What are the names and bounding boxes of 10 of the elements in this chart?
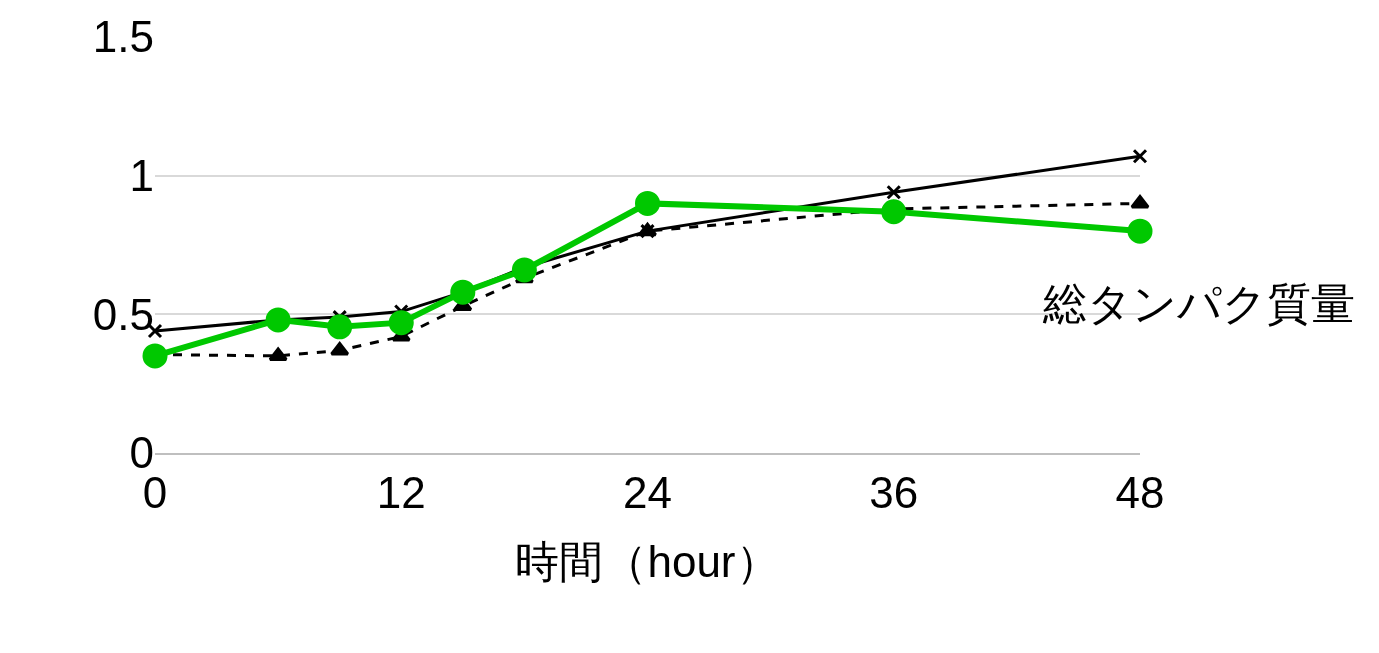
y-tick-label: 1 — [129, 151, 154, 201]
y-tick-label: 0.5 — [92, 289, 154, 339]
annotation: 総タンパク質量 — [1042, 279, 1355, 328]
x-tick-label: 36 — [869, 467, 919, 517]
y-tick-label: 0 — [129, 428, 154, 478]
y-tick-label: 1.5 — [92, 12, 154, 62]
x-tick-label: 48 — [1115, 467, 1165, 517]
x-tick-label: 12 — [376, 467, 426, 517]
x-axis-title: 時間（hour） — [515, 536, 780, 586]
x-tick-label: 24 — [623, 467, 672, 517]
